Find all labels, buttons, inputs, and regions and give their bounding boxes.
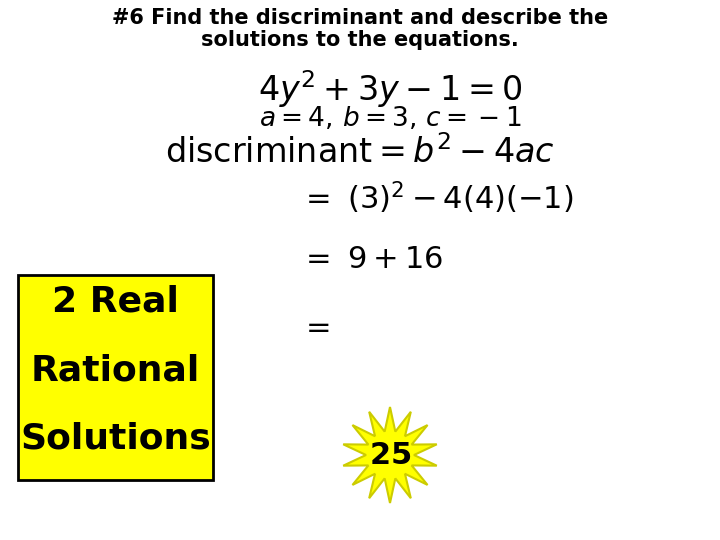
Text: 2 Real: 2 Real (52, 285, 179, 319)
Polygon shape (343, 407, 437, 503)
Text: solutions to the equations.: solutions to the equations. (201, 30, 519, 50)
Text: $a=4,\,b=3,\,c=-1$: $a=4,\,b=3,\,c=-1$ (258, 105, 521, 132)
Text: #6 Find the discriminant and describe the: #6 Find the discriminant and describe th… (112, 8, 608, 28)
Text: $\mathrm{discriminant}=b^2-4ac$: $\mathrm{discriminant}=b^2-4ac$ (165, 135, 555, 170)
Text: Solutions: Solutions (20, 422, 211, 456)
FancyBboxPatch shape (18, 275, 213, 480)
Text: Rational: Rational (31, 353, 200, 387)
Text: $=\ 9+16$: $=\ 9+16$ (300, 245, 443, 274)
Text: $\mathbf{25}$: $\mathbf{25}$ (369, 441, 411, 469)
Text: $4y^2+3y-1=0$: $4y^2+3y-1=0$ (258, 68, 522, 110)
Text: $=$: $=$ (300, 312, 330, 341)
Text: $=\ (3)^2-4(4)(-1)$: $=\ (3)^2-4(4)(-1)$ (300, 180, 573, 217)
